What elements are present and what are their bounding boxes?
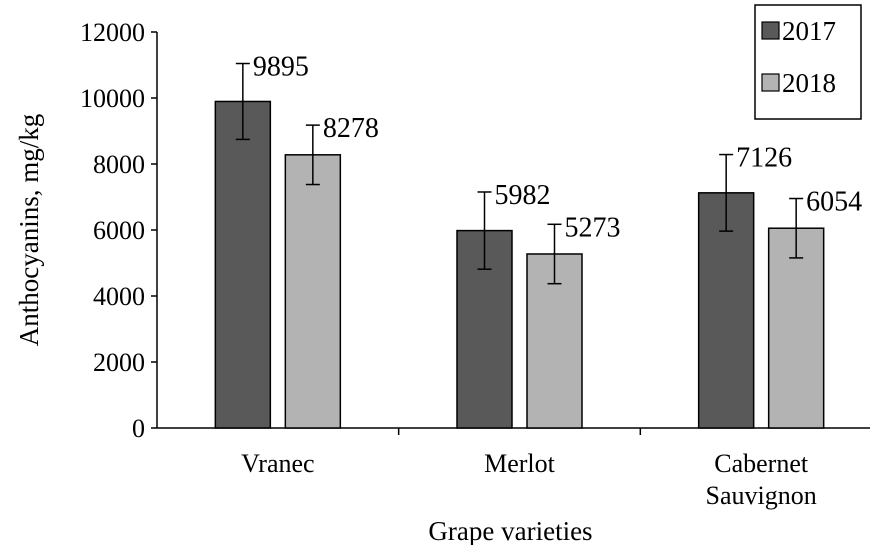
y-axis: 0 2000 4000 6000 8000 10000 12000: [80, 18, 158, 443]
bar-2018-2: [767, 227, 825, 429]
data-label: 6054: [806, 187, 862, 218]
y-tick-label: 2000: [93, 348, 145, 377]
x-tick-label: Sauvignon: [706, 481, 817, 510]
x-axis: Vranec Merlot Cabernet Sauvignon: [157, 427, 870, 510]
legend-swatch-2018: [761, 73, 780, 92]
legend-label-2018: 2018: [782, 68, 836, 98]
error-bars: [235, 62, 804, 285]
legend-swatch-2017: [761, 21, 780, 40]
error-bar: [477, 191, 492, 270]
bar-2018-0: [284, 154, 342, 429]
y-tick-label: 0: [132, 414, 145, 443]
y-tick-label: 8000: [93, 150, 145, 179]
data-label: 8278: [323, 113, 379, 144]
y-tick-label: 6000: [93, 216, 145, 245]
legend-label-2017: 2017: [782, 16, 836, 46]
y-tick-label: 10000: [80, 84, 145, 113]
x-tick-label: Merlot: [484, 449, 556, 478]
error-bar: [547, 223, 562, 285]
x-tick-label: Cabernet: [714, 449, 809, 478]
legend: 2017 2018: [754, 4, 862, 120]
error-bar: [789, 197, 804, 259]
error-bar: [305, 124, 320, 186]
bar-2017-2: [697, 192, 755, 429]
y-tick-label: 4000: [93, 282, 145, 311]
error-bar: [719, 153, 734, 232]
data-label: 9895: [253, 52, 309, 83]
error-bar: [235, 62, 250, 141]
data-label: 5982: [495, 180, 551, 211]
data-label: 7126: [736, 143, 792, 174]
bars: [214, 100, 825, 429]
x-axis-title: Grape varieties: [428, 516, 592, 545]
bar-2017-0: [214, 100, 272, 429]
data-labels: 9895 5982 7126 8278 5273 6054: [253, 52, 862, 244]
x-tick-label: Vranec: [241, 449, 315, 478]
y-axis-title: Anthocyanins, mg/kg: [14, 114, 44, 346]
y-tick-label: 12000: [80, 18, 145, 47]
data-label: 5273: [565, 212, 621, 243]
